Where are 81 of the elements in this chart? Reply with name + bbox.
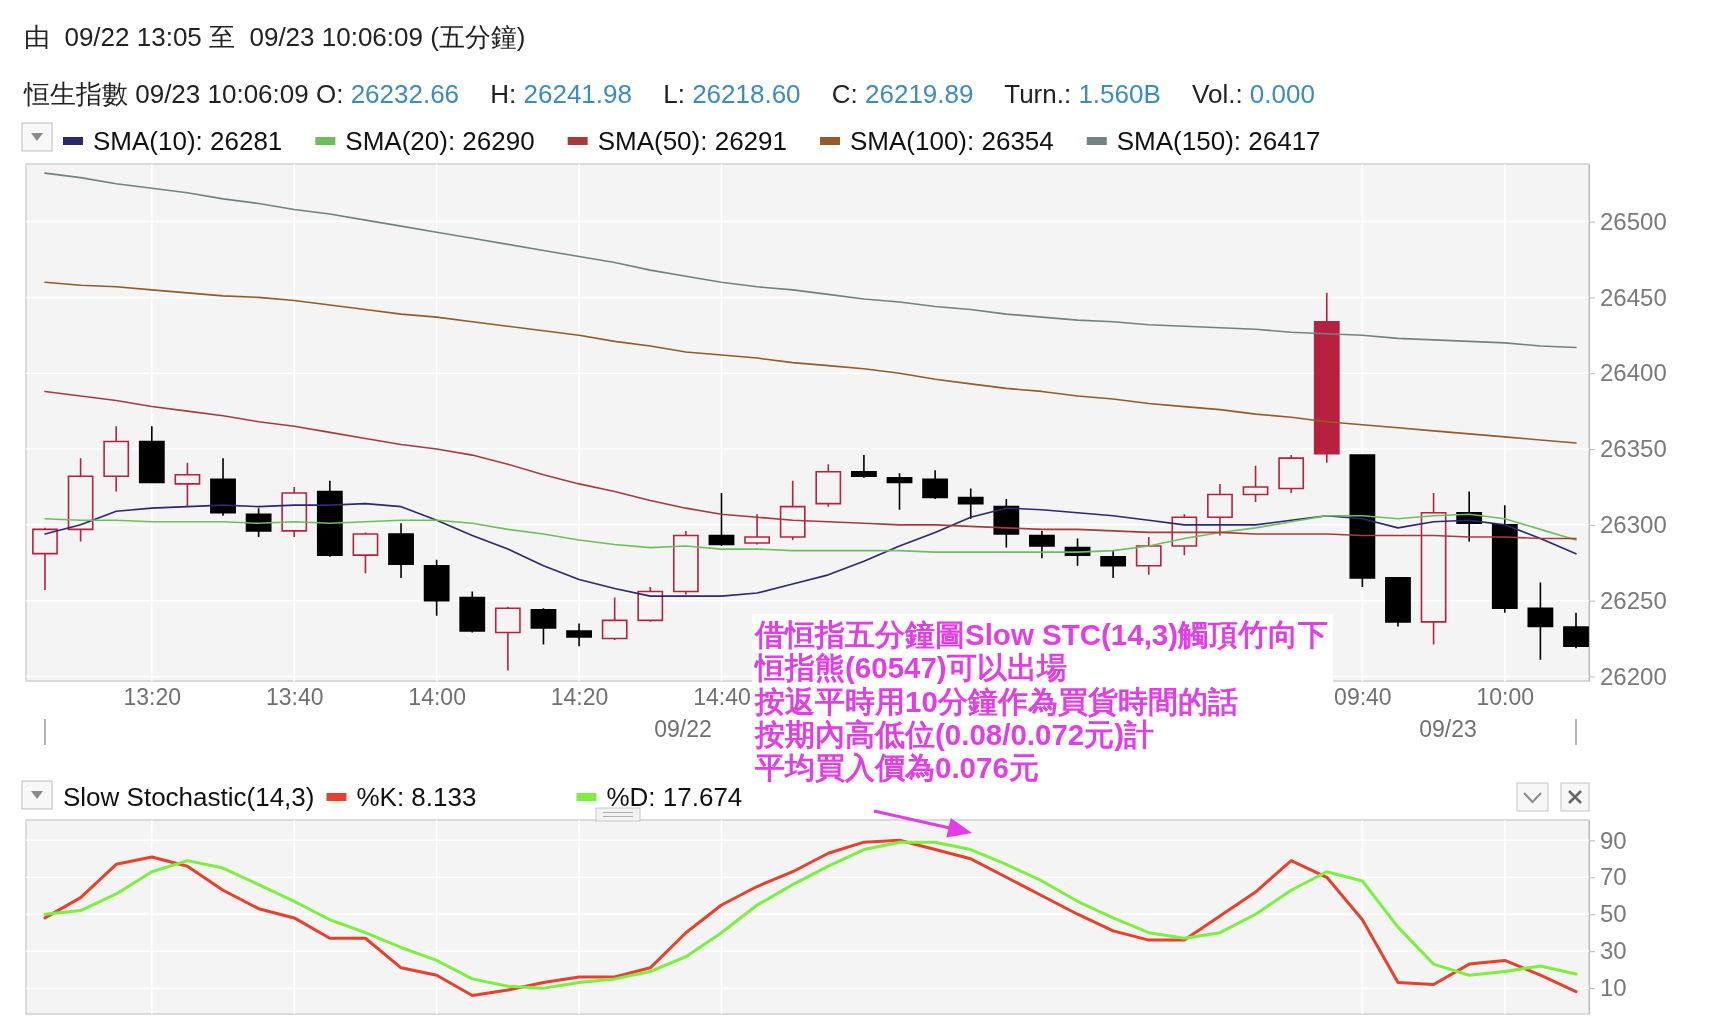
candlestick: [1385, 577, 1411, 628]
x-tick-label: 14:40: [693, 684, 751, 711]
annotation: 借恒指五分鐘圖Slow STC(14,3)觸頂竹向下: [754, 618, 1329, 651]
candlestick: [281, 486, 308, 538]
candlestick: [1349, 454, 1376, 588]
candlestick: [744, 513, 770, 546]
x-tick-label: 13:20: [123, 684, 182, 711]
candlestick: [1135, 536, 1162, 576]
y-tick-label: 26450: [1600, 283, 1667, 311]
line-series: [44, 390, 1577, 540]
legend-label: %D: 17.674: [606, 782, 743, 812]
candlestick: [1029, 530, 1055, 559]
candlestick: [316, 480, 343, 558]
candlestick: [32, 527, 58, 591]
legend-label: SMA(20): 26290: [345, 126, 535, 156]
candlestick: [601, 596, 628, 641]
line-series: [44, 172, 1577, 349]
candlestick: [922, 469, 949, 500]
candlestick: [138, 425, 165, 484]
candlestick: [1491, 504, 1518, 614]
legend-title: Slow Stochastic(14,3): [63, 782, 315, 812]
candlestick: [1242, 464, 1269, 503]
line-series: [44, 281, 1577, 444]
candlestick: [637, 586, 664, 623]
y-tick-label: 26300: [1600, 511, 1667, 539]
candlestick: [957, 487, 984, 520]
candlestick: [815, 463, 842, 508]
y-tick-label: 26350: [1600, 435, 1667, 463]
y-tick-label: 26250: [1600, 586, 1667, 614]
y-tick-label: 90: [1600, 826, 1627, 854]
line-series: [44, 502, 1577, 597]
legend-label: SMA(100): 26354: [849, 126, 1054, 156]
candlestick: [851, 454, 877, 479]
line-series: [44, 513, 1577, 553]
candlestick: [1420, 492, 1447, 646]
candlestick: [494, 605, 521, 672]
text: 09/22: [654, 716, 712, 742]
y-tick-label: 26200: [1600, 662, 1667, 690]
candlestick: [103, 425, 130, 493]
y-tick-label: 26500: [1600, 207, 1667, 235]
x-tick-label: 10:00: [1476, 684, 1535, 711]
x-tick-label: 14:20: [550, 684, 609, 711]
legend-label: SMA(150): 26417: [1116, 126, 1321, 156]
candlestick: [67, 457, 94, 543]
candlestick: [423, 558, 450, 617]
candlestick: [530, 607, 557, 646]
annotation: 恒指熊(60547)可以出場: [753, 651, 1067, 685]
candlestick: [779, 480, 806, 541]
candlestick: [459, 590, 486, 634]
candlestick: [1207, 483, 1233, 537]
candlestick: [1563, 612, 1589, 650]
legend-label: SMA(50): 26291: [597, 126, 787, 156]
candlestick: [210, 457, 236, 517]
y-tick-label: 70: [1600, 863, 1627, 891]
candlestick: [352, 531, 379, 575]
text: 按返平時用10分鐘作為買貨時間的話: [754, 684, 1238, 718]
legend-label: SMA(10): 26281: [93, 126, 283, 156]
candlestick: [1278, 454, 1305, 494]
y-tick-label: 50: [1600, 900, 1627, 928]
x-tick-label: 13:40: [265, 684, 324, 711]
x-tick-label: 09:40: [1334, 684, 1392, 711]
y-tick-label: 26400: [1600, 359, 1667, 387]
candlestick: [174, 461, 201, 508]
candlestick: [672, 530, 699, 596]
candlestick: [1100, 549, 1127, 579]
x-tick-label: 14:00: [408, 684, 466, 711]
candlestick: [566, 622, 592, 647]
legend-label: %K: 8.133: [356, 782, 477, 812]
text: 平均買入價為0.076元: [754, 751, 1039, 785]
candlestick: [1313, 292, 1340, 464]
candlestick: [886, 472, 913, 511]
y-tick-label: 10: [1600, 974, 1627, 1002]
candlestick: [1171, 513, 1198, 556]
y-tick-label: 30: [1600, 937, 1627, 965]
candlestick: [708, 492, 735, 547]
text: 09/23: [1419, 716, 1477, 742]
chart-title: 由 09/22 13:05 至 09/23 10:06:09 (五分鐘): [24, 22, 526, 52]
candlestick: [1527, 581, 1554, 661]
text: 按期內高低位(0.08/0.072元)計: [754, 717, 1155, 751]
text: 恒生指數 09/23 10:06:09 O: 26232.66 H: 26241.98 L: 26218.60 C: 26219.89 Turn.: 1.560B Vol.: 0.000: [24, 79, 1315, 109]
candlestick: [388, 522, 414, 579]
